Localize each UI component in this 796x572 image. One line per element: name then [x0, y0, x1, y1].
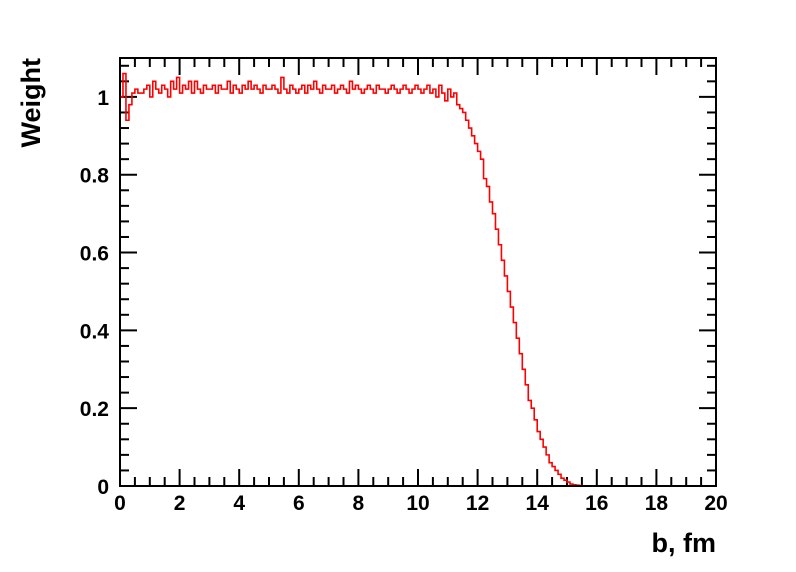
- x-axis-title: b, fm: [652, 528, 717, 558]
- x-tick-label: 10: [406, 492, 429, 515]
- x-tick-label: 6: [293, 492, 305, 515]
- x-tick-label: 0: [114, 492, 126, 515]
- x-tick-label: 18: [645, 492, 669, 515]
- y-tick-label: 0.8: [80, 165, 110, 188]
- x-tick-label: 2: [174, 492, 186, 515]
- x-tick-label: 12: [466, 492, 489, 515]
- x-tick-label: 16: [585, 492, 608, 515]
- x-tick-label: 8: [353, 492, 365, 515]
- plot-frame: [119, 57, 717, 487]
- y-tick-label: 1: [97, 87, 109, 110]
- y-tick-label: 0.2: [80, 398, 109, 421]
- histogram-series-line: [120, 72, 716, 487]
- axis-tick-labels: 0 2 4 6 8 10 12 14 16 18 20 0 0.2 0.4 0.6 0.8 1: [80, 87, 728, 515]
- x-tick-label: 4: [233, 492, 245, 515]
- y-tick-label: 0: [97, 476, 109, 499]
- y-tick-label: 0.4: [80, 320, 110, 343]
- y-axis-title: Weight: [16, 58, 46, 148]
- x-tick-label: 14: [526, 492, 550, 515]
- y-tick-label: 0.6: [80, 243, 109, 266]
- x-tick-label: 20: [704, 492, 727, 515]
